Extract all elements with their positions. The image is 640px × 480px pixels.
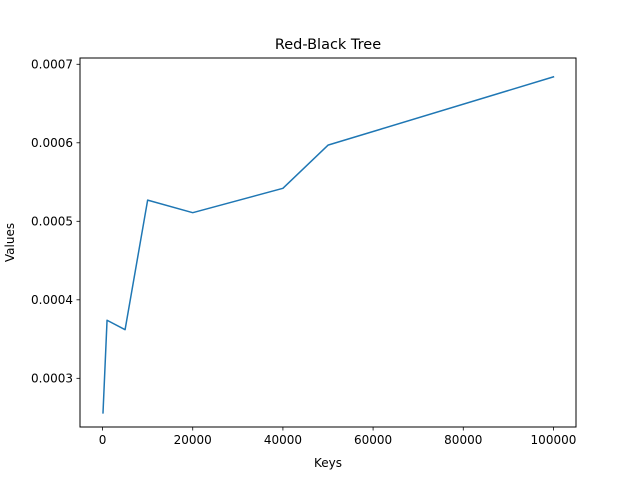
x-tick-label: 0 [99,433,107,447]
y-axis-ticks: 0.0003 0.0004 0.0005 0.0006 0.0007 [31,57,80,386]
x-tick-label: 100000 [531,433,577,447]
y-axis-label: Values [3,223,17,262]
x-axis-label: Keys [314,456,342,470]
chart-title: Red-Black Tree [275,37,381,53]
series-line-0 [102,75,555,414]
y-tick-label: 0.0005 [31,215,73,229]
x-axis-ticks: 0 20000 40000 60000 80000 100000 [99,427,577,447]
y-tick-label: 0.0007 [31,57,73,71]
y-tick-label: 0.0004 [31,293,73,307]
plot-area [102,75,555,414]
axes-frame [79,57,577,428]
x-tick-label: 40000 [264,433,302,447]
x-tick-label: 80000 [444,433,482,447]
y-tick-label: 0.0003 [31,372,73,386]
y-tick-label: 0.0006 [31,136,73,150]
x-tick-label: 60000 [354,433,392,447]
x-tick-label: 20000 [174,433,212,447]
